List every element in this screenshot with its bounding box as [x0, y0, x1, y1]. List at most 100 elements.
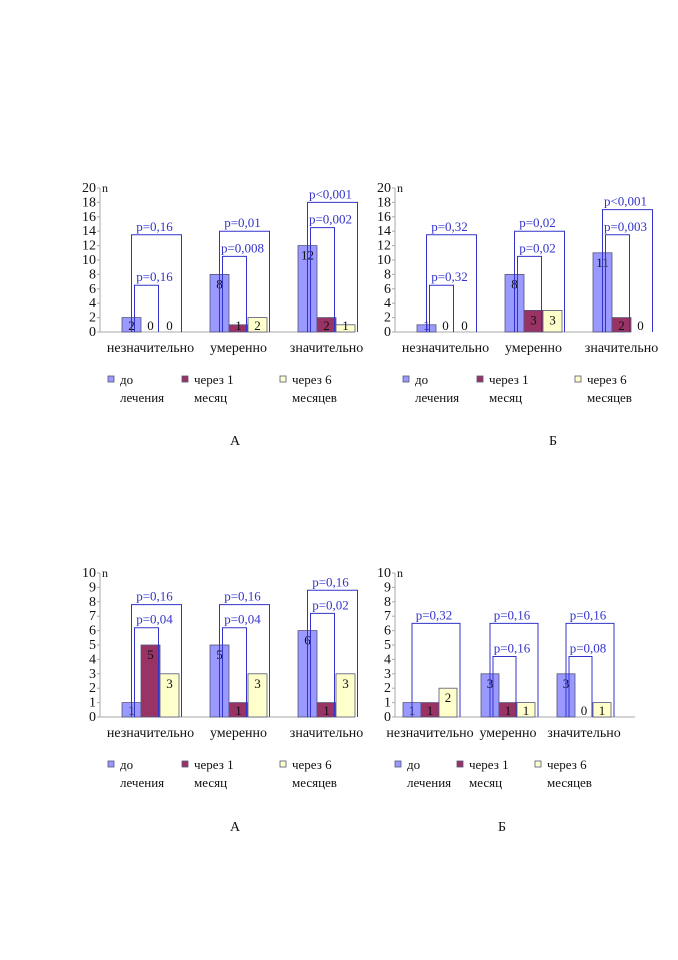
y-tick-label: 2 — [384, 681, 391, 696]
y-tick-label: 0 — [89, 325, 96, 340]
legend-entry: через 6 — [587, 372, 627, 387]
legend-entry: через 1 — [489, 372, 529, 387]
y-tick-label: 8 — [384, 267, 391, 282]
legend-entry: через 6 — [547, 757, 587, 772]
y-tick-label: 9 — [89, 580, 96, 595]
chart-panel-bottom-right: 0 1 2 3 4 5 6 7 8 9 10 n 1 1 2 p=0,32 незначительно 3 1 1 p=… — [365, 565, 650, 805]
legend-swatch — [394, 760, 402, 768]
legend-entry: до — [415, 372, 428, 387]
p-bracket-inner — [222, 255, 247, 332]
legend-swatch — [181, 760, 189, 768]
x-category-label: умеренно — [210, 726, 267, 741]
caption-bottom-left: А — [230, 820, 241, 835]
data-label: 3 — [530, 312, 537, 327]
p-bracket-outer — [219, 230, 270, 332]
p-value-inner: p=0,32 — [431, 269, 468, 284]
x-category-label: умеренно — [479, 726, 536, 741]
p-bracket-outer — [489, 622, 539, 717]
y-tick-label: 5 — [89, 638, 96, 653]
x-category-label: значительно — [547, 726, 620, 741]
legend-entry: лечения — [415, 390, 459, 405]
y-tick-label: 3 — [384, 667, 391, 682]
data-label: 0 — [461, 318, 468, 333]
p-value-inner: p=0,008 — [221, 240, 264, 255]
x-category-label: незначительно — [386, 726, 473, 741]
y-tick-label: 18 — [82, 195, 96, 210]
y-tick-label: 4 — [384, 296, 391, 311]
data-label: 1 — [323, 703, 330, 718]
caption-top-left: А — [230, 434, 241, 449]
p-bracket-inner — [517, 255, 542, 332]
bar — [592, 702, 612, 718]
y-tick-label: 0 — [89, 710, 96, 725]
p-bracket-inner — [134, 627, 159, 717]
x-category-label: умеренно — [505, 341, 562, 356]
p-bracket-outer — [131, 234, 182, 332]
y-tick-label: 16 — [82, 210, 96, 225]
data-label: 0 — [442, 318, 449, 333]
bar — [438, 687, 458, 718]
bar — [516, 702, 536, 718]
legend-swatch — [107, 375, 115, 383]
chart-panel-bottom-left: 0 1 2 3 4 5 6 7 8 9 10 n 1 5 3 p=0,16 p=0,04 незначительн… — [70, 565, 363, 805]
legend-entry: до — [120, 372, 133, 387]
p-value-outer: p=0,16 — [494, 607, 531, 622]
legend-entry: месяцев — [587, 390, 632, 405]
y-tick-label: 2 — [89, 681, 96, 696]
x-category-label: значительно — [290, 726, 363, 741]
p-bracket-inner — [429, 284, 454, 332]
p-bracket-outer — [307, 589, 358, 717]
y-tick-label: 2 — [89, 311, 96, 326]
p-value-inner: p=0,003 — [604, 219, 647, 234]
legend-entry: месяцев — [292, 775, 337, 790]
x-category-label: незначительно — [107, 726, 194, 741]
p-bracket-inner — [492, 656, 517, 717]
p-bracket-inner — [605, 234, 630, 332]
legend-entry: лечения — [120, 390, 164, 405]
y-axis-label: n — [102, 181, 108, 195]
p-bracket-outer — [307, 201, 358, 332]
data-label: 2 — [445, 690, 452, 705]
legend-entry: месяц — [469, 775, 502, 790]
p-bracket-inner — [310, 612, 335, 717]
p-bracket-inner — [134, 284, 159, 332]
p-value-inner: p=0,002 — [309, 212, 352, 227]
y-tick-label: 10 — [82, 566, 96, 581]
data-label: 3 — [549, 312, 556, 327]
data-label: 1 — [427, 703, 434, 718]
p-value-outer: p=0,32 — [431, 219, 468, 234]
legend-entry: через 6 — [292, 372, 332, 387]
data-label: 2 — [254, 318, 261, 333]
p-bracket-outer — [602, 209, 653, 332]
data-label: 2 — [323, 318, 330, 333]
legend-swatch — [107, 760, 115, 768]
p-value-inner: p=0,02 — [519, 240, 556, 255]
y-tick-label: 9 — [384, 580, 391, 595]
legend-swatch — [402, 375, 410, 383]
y-tick-label: 4 — [384, 652, 391, 667]
p-value-outer: p=0,16 — [136, 219, 173, 234]
y-tick-label: 2 — [384, 311, 391, 326]
legend-entry: месяц — [194, 775, 227, 790]
p-value-outer: p=0,16 — [136, 589, 173, 604]
data-label: 0 — [147, 318, 154, 333]
legend-swatch — [279, 760, 287, 768]
legend-entry: через 1 — [194, 757, 234, 772]
y-axis-label: n — [397, 181, 403, 195]
data-label: 1 — [523, 703, 530, 718]
y-axis-label: n — [102, 566, 108, 580]
p-bracket-outer — [514, 230, 565, 332]
p-value-inner: p=0,16 — [136, 269, 173, 284]
legend-entry: до — [407, 757, 420, 772]
y-tick-label: 12 — [377, 239, 391, 254]
y-tick-label: 6 — [89, 624, 96, 639]
y-tick-label: 7 — [89, 609, 96, 624]
bar — [247, 317, 268, 333]
p-value-outer: p<0,001 — [604, 194, 647, 209]
y-tick-label: 8 — [89, 267, 96, 282]
bar — [335, 324, 356, 333]
legend-swatch — [476, 375, 484, 383]
y-tick-label: 20 — [82, 181, 96, 196]
data-label: 0 — [581, 703, 588, 718]
